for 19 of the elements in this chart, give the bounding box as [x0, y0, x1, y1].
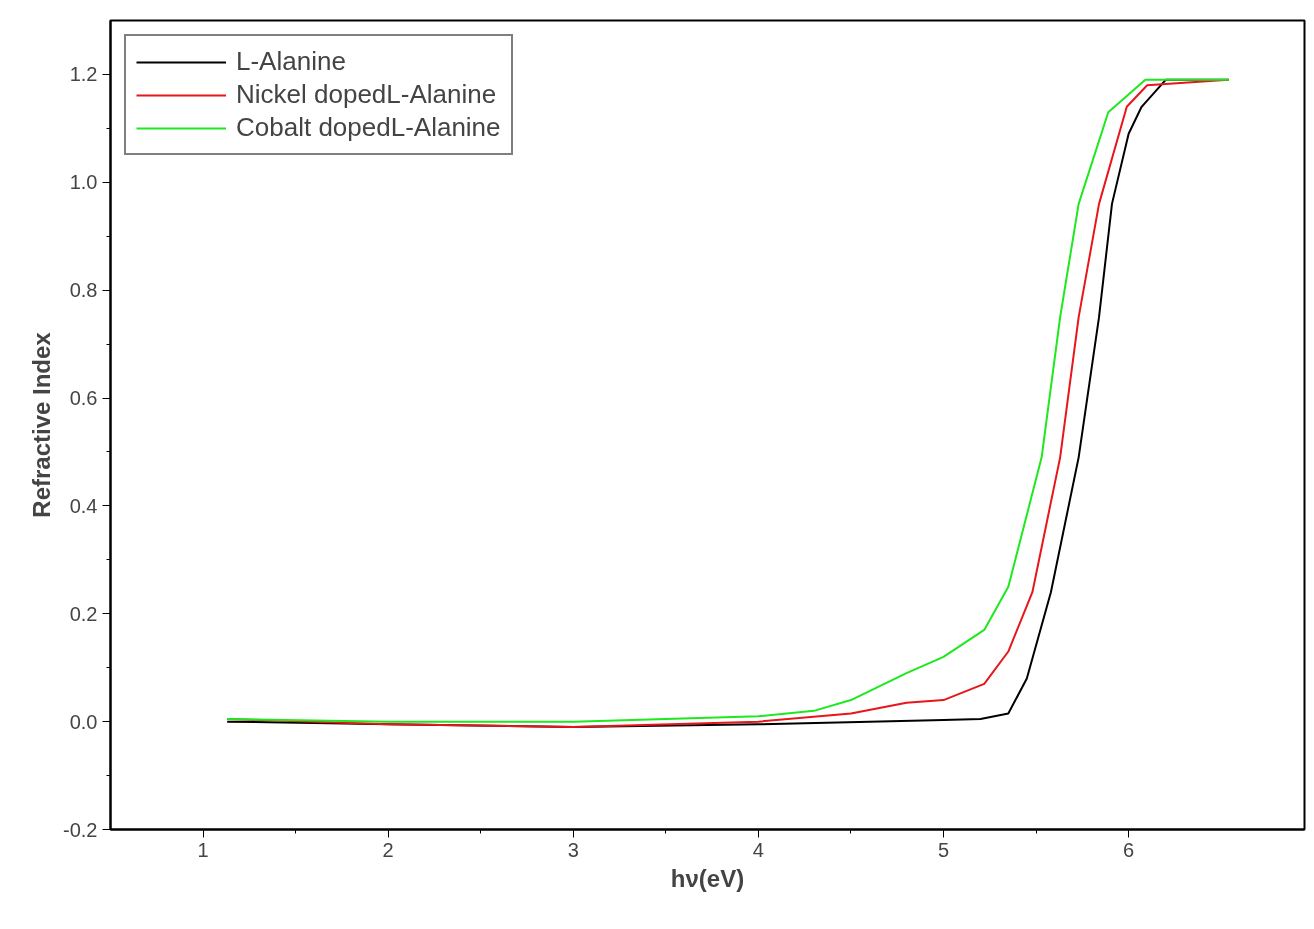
x-tick-label: 2: [382, 838, 394, 861]
x-tick-label: 5: [937, 838, 950, 861]
x-tick-label: 1: [197, 838, 209, 861]
y-tick-label: 1.0: [69, 171, 98, 194]
legend-label: L-Alanine: [236, 46, 346, 77]
y-tick-label: 0.2: [69, 602, 98, 625]
y-tick-label: 0.6: [69, 387, 98, 410]
y-tick-label: 1.2: [69, 63, 98, 86]
x-tick-label: 4: [752, 838, 764, 861]
x-tick-label: 3: [567, 838, 579, 861]
x-tick-label: 6: [1123, 838, 1135, 861]
y-tick-label: 0.8: [69, 279, 98, 302]
y-tick-label: 0.4: [69, 494, 98, 517]
legend-label: Nickel dopedL-Alanine: [236, 79, 497, 110]
y-tick-label: 0.0: [69, 710, 98, 733]
legend-label: Cobalt dopedL-Alanine: [236, 112, 501, 143]
y-tick-label: -0.2: [63, 818, 98, 841]
y-axis-title: Refractive Index: [28, 331, 56, 518]
x-axis-title: hν(eV): [670, 864, 745, 892]
